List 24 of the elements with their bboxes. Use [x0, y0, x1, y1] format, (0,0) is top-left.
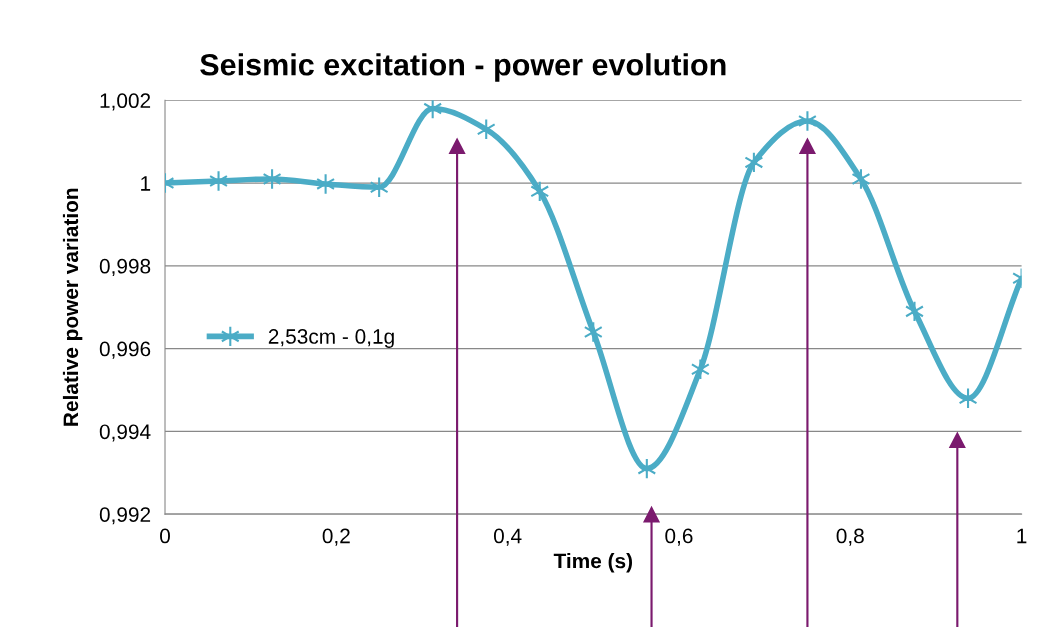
legend-label: 2,53cm - 0,1g [268, 329, 394, 348]
chart-title: Seismic excitation - power evolution [200, 53, 726, 82]
point [905, 300, 924, 323]
x-axis-title: Time (s) [553, 553, 633, 573]
point [797, 110, 817, 132]
y-tick-label: 0,998 [99, 258, 151, 277]
y-tick-label: 0,994 [99, 424, 151, 442]
x-tick-label: 0,8 [836, 528, 864, 546]
point [262, 168, 282, 190]
y-tick-label: 0,992 [99, 507, 151, 525]
y-tick-label: 1,002 [100, 93, 151, 111]
x-tick-label: 0,4 [493, 528, 522, 546]
x-tick-label: 0,2 [322, 528, 350, 546]
point [316, 173, 336, 195]
x-tick-label: 0 [160, 528, 170, 544]
point [209, 170, 228, 192]
point [369, 176, 389, 198]
y-tick-label: 1 [141, 176, 151, 191]
point [423, 100, 443, 120]
y-tick-label: 0,996 [99, 341, 151, 359]
x-tick-label: 1 [1017, 528, 1027, 544]
point [851, 168, 871, 190]
y-axis-title: Relative power variation [62, 188, 83, 426]
x-tick-label: 0,6 [665, 528, 693, 546]
